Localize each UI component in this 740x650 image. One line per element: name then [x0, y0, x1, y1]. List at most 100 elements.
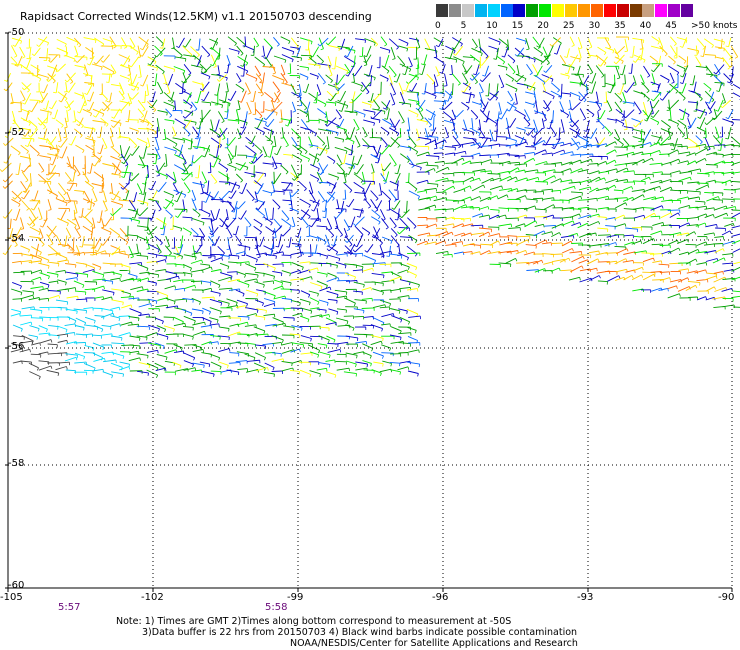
wind-barb — [677, 238, 688, 245]
wind-barb — [210, 46, 221, 56]
wind-barb-tick — [451, 129, 455, 131]
wind-barb — [224, 91, 228, 103]
wind-barb-tick — [328, 191, 332, 194]
wind-barb — [462, 176, 473, 183]
wind-barb — [156, 244, 162, 253]
wind-barb-tick — [74, 60, 78, 63]
wind-barb-tick — [699, 168, 702, 172]
wind-barb-tick — [723, 41, 725, 45]
wind-barb — [667, 293, 680, 299]
wind-barb — [200, 266, 212, 272]
wind-barb — [424, 83, 427, 95]
wind-barb — [417, 190, 427, 193]
wind-barb — [361, 297, 373, 300]
wind-barb-tick — [12, 44, 16, 47]
wind-barb — [165, 137, 178, 145]
legend-tick: 45 — [665, 21, 677, 31]
wind-barb-tick — [706, 148, 709, 152]
wind-barb — [335, 208, 345, 219]
wind-barb-tick — [582, 256, 585, 260]
wind-barb-tick — [353, 165, 355, 170]
wind-barb-tick — [203, 200, 207, 203]
wind-barb — [469, 177, 480, 182]
wind-barb — [525, 146, 536, 148]
wind-barb — [517, 55, 530, 57]
wind-barb — [280, 164, 289, 173]
wind-barb-tick — [197, 54, 200, 58]
wind-barb — [297, 227, 302, 238]
wind-barb — [84, 64, 89, 76]
wind-barb-tick — [407, 159, 410, 163]
wind-barb — [147, 64, 158, 69]
wind-barb — [650, 45, 664, 50]
wind-barb-tick — [124, 251, 126, 255]
wind-barb — [10, 145, 21, 154]
wind-barb — [119, 236, 129, 243]
wind-barb — [353, 181, 365, 190]
wind-barb-tick — [482, 74, 486, 77]
wind-barb-tick — [2, 186, 6, 189]
wind-barb — [318, 299, 329, 304]
wind-barb — [219, 262, 230, 267]
wind-barb — [219, 272, 233, 277]
wind-barb-tick — [659, 186, 661, 190]
wind-barb — [471, 72, 480, 81]
wind-barb-tick — [30, 208, 34, 211]
wind-barb — [109, 191, 121, 199]
wind-barb — [58, 243, 70, 247]
wind-barb-tick — [3, 88, 7, 92]
wind-barb — [688, 90, 701, 96]
wind-barb-tick — [198, 61, 202, 64]
wind-barb-tick — [574, 74, 578, 76]
wind-barb — [110, 155, 121, 161]
wind-barb — [136, 137, 148, 144]
wind-barb-tick — [221, 257, 223, 261]
wind-barb-tick — [330, 80, 333, 84]
wind-barb-tick — [623, 90, 627, 93]
wind-barb-tick — [705, 296, 708, 300]
wind-barb — [471, 101, 483, 106]
wind-barb-tick — [82, 191, 84, 195]
wind-barb — [345, 47, 356, 51]
wind-barb-tick — [48, 209, 52, 211]
wind-barb — [651, 196, 664, 201]
wind-barb — [291, 243, 302, 245]
wind-barb — [201, 287, 212, 291]
wind-barb-tick — [248, 112, 252, 115]
wind-barb — [336, 162, 345, 173]
wind-barb — [569, 91, 581, 97]
wind-barb-tick — [131, 217, 135, 219]
wind-barb-tick — [468, 87, 472, 91]
wind-barb-tick — [220, 269, 222, 273]
wind-barb-tick — [157, 157, 161, 160]
wind-barb-tick — [105, 250, 107, 254]
wind-barb — [325, 101, 336, 104]
wind-barb — [148, 324, 160, 330]
wind-barb — [78, 117, 84, 126]
wind-barb-tick — [226, 143, 229, 147]
wind-barb-tick — [21, 196, 25, 200]
wind-barb-tick — [183, 162, 187, 165]
wind-barb — [381, 190, 392, 200]
wind-barb — [293, 172, 302, 181]
wind-barb — [515, 249, 526, 255]
wind-barb — [307, 128, 317, 134]
wind-barb — [487, 195, 498, 201]
wind-barb-tick — [172, 134, 177, 137]
wind-barb-tick — [651, 157, 654, 161]
wind-barb — [147, 252, 157, 256]
wind-barb-tick — [369, 100, 373, 103]
wind-barb — [183, 74, 191, 84]
wind-barb — [526, 63, 533, 74]
wind-barb-tick — [596, 142, 600, 146]
wind-barb — [164, 285, 176, 290]
wind-barb-tick — [48, 60, 51, 63]
wind-barb-tick — [93, 115, 96, 118]
wind-barb-tick — [244, 274, 246, 278]
wind-barb — [310, 282, 323, 287]
wind-barb-tick — [529, 72, 533, 75]
wind-barb — [46, 271, 59, 275]
wind-barb — [209, 162, 212, 173]
wind-barb — [551, 141, 564, 146]
wind-barb — [605, 178, 618, 184]
